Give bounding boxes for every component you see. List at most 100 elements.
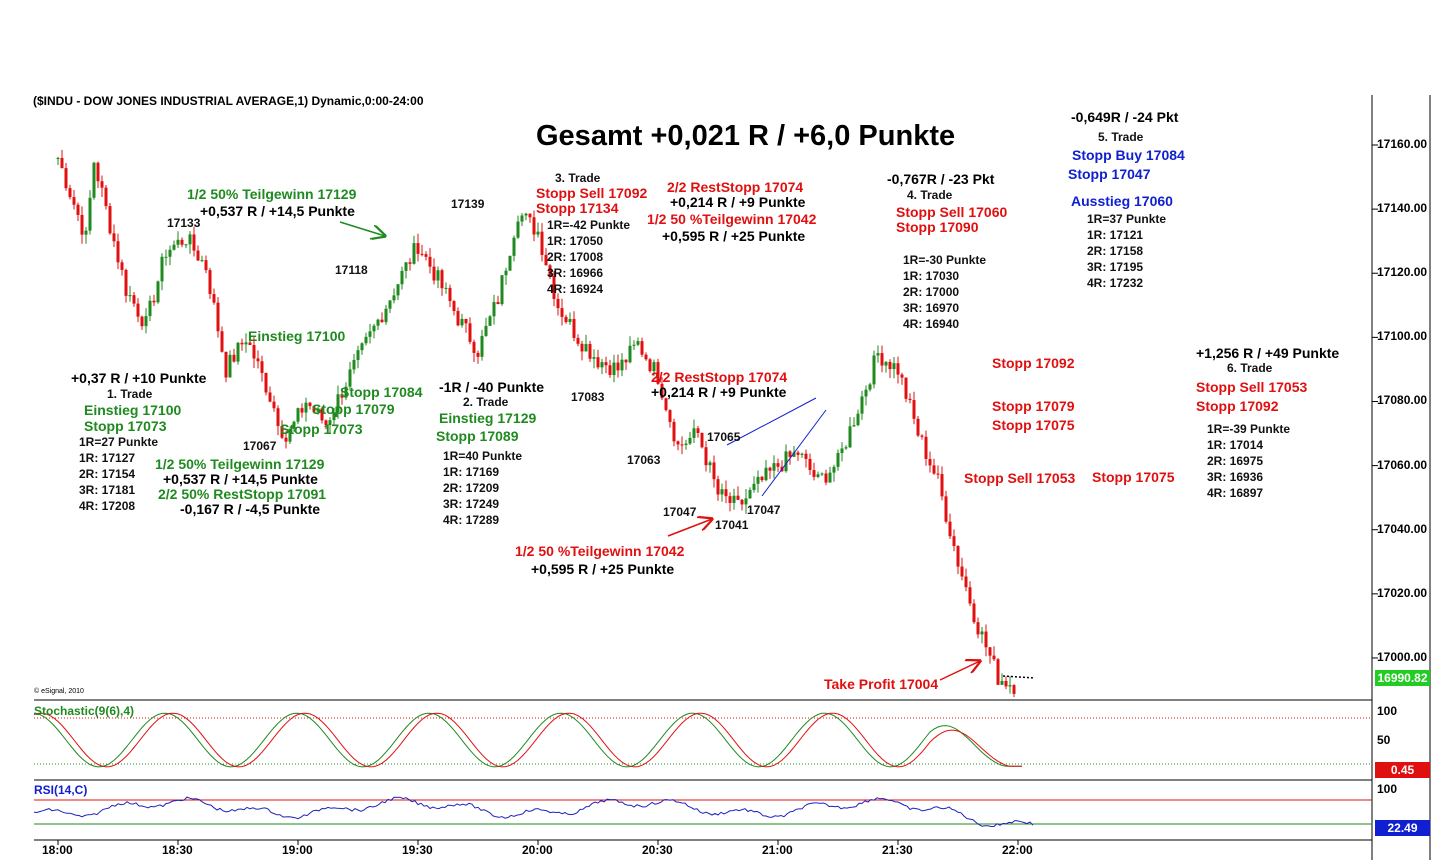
candle-body xyxy=(364,336,368,344)
candle-body xyxy=(776,463,780,467)
candle-body xyxy=(920,435,924,437)
annotation-text: 6. Trade xyxy=(1227,361,1273,375)
candle-body xyxy=(472,341,476,353)
candle-body xyxy=(800,453,804,455)
candle-body xyxy=(852,425,856,427)
candle-body xyxy=(964,576,968,588)
candle-body xyxy=(752,483,756,490)
candle-body xyxy=(672,421,676,442)
candle-body xyxy=(412,243,416,264)
candle-body xyxy=(436,270,440,281)
candle-body xyxy=(544,254,548,266)
candle-body xyxy=(392,295,396,301)
candle-body xyxy=(132,295,136,304)
candle-body xyxy=(104,187,108,207)
candle-body xyxy=(1004,680,1008,687)
candle-body xyxy=(816,474,820,477)
stoch-d-line xyxy=(33,712,1022,768)
stochastic-tick-label: 100 xyxy=(1377,704,1398,718)
candle-body xyxy=(164,256,168,258)
candle-body xyxy=(188,234,192,245)
annotation-text: 4. Trade xyxy=(907,188,953,202)
candle-body xyxy=(408,262,412,264)
candle-body xyxy=(772,463,776,471)
rsi-label: RSI(14,C) xyxy=(34,783,88,797)
annotation-text: 17139 xyxy=(451,197,485,211)
annotation-text: 1R: 17121 xyxy=(1087,228,1144,242)
annotation-text: +1,256 R / +49 Punkte xyxy=(1196,345,1340,361)
candle-body xyxy=(840,448,844,453)
annotation-text: 2/2 RestStopp 17074 xyxy=(651,369,788,385)
annotation-text: +0,537 R / +14,5 Punkte xyxy=(163,471,318,487)
candle-body xyxy=(344,386,348,398)
candle-body xyxy=(528,213,532,218)
annotation-text: 2R: 17000 xyxy=(903,285,960,299)
candle-body xyxy=(892,363,896,370)
candle-body xyxy=(692,428,696,438)
candle-body xyxy=(400,270,404,285)
candle-body xyxy=(448,287,452,302)
candle-body xyxy=(464,318,468,324)
annotation-text: Stopp 17047 xyxy=(1068,166,1151,182)
candle-body xyxy=(932,465,936,474)
candle-body xyxy=(424,254,428,257)
candle-body xyxy=(684,443,688,445)
candle-body xyxy=(504,270,508,276)
candle-body xyxy=(924,436,928,459)
annotation-text: +0,595 R / +25 Punkte xyxy=(531,561,675,577)
annotation-text: 17133 xyxy=(167,216,201,230)
annotation-text: 17047 xyxy=(663,505,697,519)
annotation-text: Einstieg 17100 xyxy=(84,402,182,418)
candle-body xyxy=(184,244,188,246)
annotation-text: 1R: 17030 xyxy=(903,269,960,283)
annotation-text: 3R: 17249 xyxy=(443,497,500,511)
candle-body xyxy=(352,359,356,370)
candle-body xyxy=(808,458,812,471)
candle-body xyxy=(668,410,672,422)
annotation-text: Stopp 17092 xyxy=(992,355,1075,371)
candle-body xyxy=(948,521,952,537)
annotation-text: +0,214 R / +9 Punkte xyxy=(651,384,787,400)
time-tick-label: 18:00 xyxy=(42,843,73,857)
candle-body xyxy=(360,343,364,351)
candle-body xyxy=(680,444,684,446)
candle-body xyxy=(704,447,708,466)
annotation-text: 1R: 17169 xyxy=(443,465,500,479)
candle-body xyxy=(904,377,908,399)
annotation-text: -0,167 R / -4,5 Punkte xyxy=(180,501,321,517)
candle-body xyxy=(176,239,180,245)
candle-body xyxy=(428,256,432,267)
candle-body xyxy=(740,499,744,505)
candle-body xyxy=(580,343,584,352)
candle-body xyxy=(712,462,716,480)
annotation-text: Stopp 17090 xyxy=(896,219,979,235)
candle-body xyxy=(68,188,72,198)
annotation-text: Stopp 17092 xyxy=(1196,398,1279,414)
annotation-text: Einstieg 17100 xyxy=(248,328,346,344)
candle-body xyxy=(312,406,316,412)
annotation-text: 1R=-30 Punkte xyxy=(903,253,987,267)
candle-body xyxy=(260,361,264,373)
annotation-text: 17065 xyxy=(707,430,741,444)
candle-body xyxy=(992,655,996,660)
candle-body xyxy=(956,546,960,567)
chart-big-title: Gesamt +0,021 R / +6,0 Punkte xyxy=(536,120,956,152)
candle-body xyxy=(1012,685,1016,694)
candle-body xyxy=(372,325,376,332)
candle-body xyxy=(168,249,172,257)
candle-body xyxy=(332,412,336,421)
annotation-text: 3R: 17181 xyxy=(79,483,136,497)
candle-body xyxy=(140,316,144,327)
annotation-text: Stopp 17084 xyxy=(340,384,423,400)
annotation-text: -0,649R / -24 Pkt xyxy=(1071,109,1179,125)
annotation-text: 3R: 16970 xyxy=(903,301,960,315)
candle-body xyxy=(160,256,164,282)
candle-body xyxy=(656,362,660,384)
candle-body xyxy=(112,233,116,242)
annotation-text: 1R: 17014 xyxy=(1207,438,1264,452)
candle-body xyxy=(940,474,944,497)
candle-body xyxy=(108,206,112,234)
time-tick-label: 19:30 xyxy=(402,843,433,857)
candle-body xyxy=(276,408,280,427)
candle-body xyxy=(196,250,200,261)
